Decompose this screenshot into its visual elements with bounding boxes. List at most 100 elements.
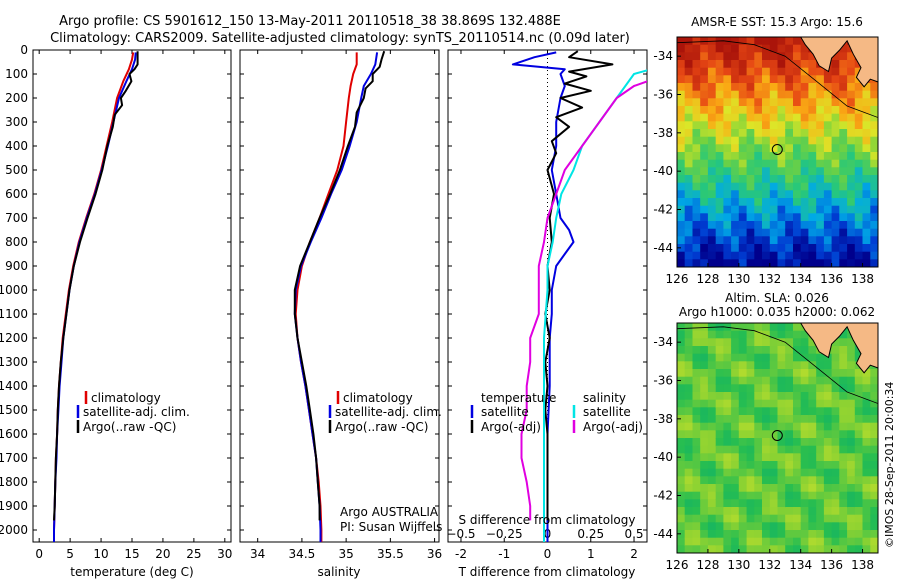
map-cell [870,484,878,493]
map-cell [746,484,755,493]
map-cell [831,491,840,500]
map-cell [677,499,686,508]
map-cell [746,228,755,237]
map-cell [700,106,709,115]
map-cell [823,530,833,539]
map-cell [793,251,802,260]
map-cell [746,129,755,138]
map-cell [769,361,779,370]
map-cell [731,376,740,385]
map-cell [754,415,763,424]
x-tick-label: 15 [124,547,139,561]
map-cell [854,198,864,207]
map-cell [762,353,771,362]
map-cell [684,159,694,168]
map-cell [738,392,748,401]
map-cell [746,67,755,76]
map-cell [831,338,840,347]
map-cell [862,376,871,385]
map-cell [777,445,786,454]
map-cell [754,44,763,53]
x-tick-label: 34.5 [289,547,316,561]
map-cell [769,514,779,523]
map-cell [677,407,686,416]
map-cell [700,121,709,130]
map-cell [816,445,825,454]
map-cell [831,369,840,378]
map-cell [677,129,686,138]
map-cell [762,106,771,115]
shelf-contour [677,40,878,118]
salinity-legend: climatology satellite-adj. clim. Argo(..… [328,391,442,534]
map-cell [816,136,825,145]
map-cell [785,205,794,214]
map-cell [823,361,833,370]
map-cell [738,453,748,462]
map-cell [870,98,878,107]
map-cell [785,430,794,439]
argo-program-label: Argo AUSTRALIA [340,505,439,519]
map-cell [707,129,717,138]
map-cell [870,136,878,145]
map-cell [854,251,864,260]
map-cell [808,159,817,168]
map-cell [831,75,840,84]
map-cell [769,228,779,237]
map-cell [793,369,802,378]
map-cell [816,152,825,161]
map-cell [677,476,686,485]
map-cell [762,530,771,539]
map-cell [793,113,802,122]
map-cell [769,376,779,385]
map-cell [785,399,794,408]
map-cell [816,221,825,230]
map-cell [731,113,740,122]
map-cell [762,338,771,347]
series-line-salinity-satellite [543,69,647,542]
map-cell [746,507,755,516]
map-cell [715,415,725,424]
map-cell [839,251,848,260]
map-cell [746,144,755,153]
map-cell [870,522,878,531]
map-cell [823,113,833,122]
map-cell [785,338,794,347]
legend-title-salinity: salinity [583,391,626,405]
map-cell [854,530,864,539]
map-cell [785,445,794,454]
map-cell [677,323,686,332]
map-cell [754,75,763,84]
map-cell [823,159,833,168]
map-cell [785,507,794,516]
map-cell [808,361,817,370]
map-cell [738,346,748,355]
map-cell [808,175,817,184]
salinity-xlabel: salinity [317,565,360,579]
map-cell [808,430,817,439]
map-cell [762,491,771,500]
map-cell [700,530,709,539]
map-cell [785,37,794,46]
map-cell [808,453,817,462]
map-cell [800,182,810,191]
map-cell [793,136,802,145]
map-cell [692,422,701,431]
map-cell [816,159,825,168]
map-cell [731,44,740,53]
map-cell [746,113,755,122]
map-cell [808,98,817,107]
map-cell [800,136,810,145]
map-cell [793,37,802,46]
map-x-tick-label: 136 [820,558,843,572]
map-cell [677,182,686,191]
map-cell [769,468,779,477]
map-cell [847,545,856,553]
map-cell [677,60,686,69]
map-cell [854,484,864,493]
map-cell [754,190,763,199]
map-cell [847,251,856,260]
map-cell [839,106,848,115]
map-cell [738,445,748,454]
map-cell [847,530,856,539]
map-cell [777,476,786,485]
